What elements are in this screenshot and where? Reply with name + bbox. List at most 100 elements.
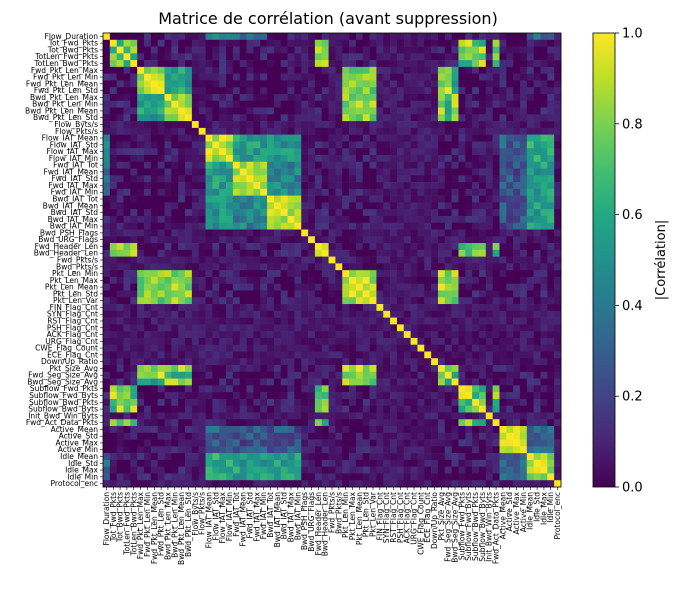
heatmap-cell <box>335 80 343 88</box>
heatmap-cell <box>328 304 336 312</box>
heatmap-cell <box>123 114 131 122</box>
heatmap-cell <box>301 276 309 285</box>
heatmap-cell <box>301 371 309 379</box>
heatmap-cell <box>540 398 548 406</box>
heatmap-cell <box>335 365 343 373</box>
heatmap-cell <box>239 473 247 481</box>
heatmap-cell <box>383 304 391 312</box>
heatmap-cell <box>294 53 302 61</box>
heatmap-cell <box>185 175 193 183</box>
heatmap-cell <box>376 405 384 413</box>
heatmap-cell <box>458 324 466 332</box>
heatmap-cell <box>533 93 541 102</box>
heatmap-cell <box>130 243 138 251</box>
heatmap-cell <box>349 209 357 217</box>
heatmap-cell <box>246 317 254 325</box>
heatmap-cell <box>451 80 459 88</box>
heatmap-cell <box>239 182 247 190</box>
heatmap-cell <box>314 80 323 88</box>
heatmap-cell <box>519 310 528 318</box>
heatmap-cell <box>294 331 302 339</box>
heatmap-cell <box>547 39 555 47</box>
heatmap-cell <box>444 229 452 237</box>
heatmap-cell <box>424 432 432 440</box>
heatmap-cell <box>150 195 158 203</box>
heatmap-cell <box>349 134 357 142</box>
heatmap-cell <box>253 53 261 61</box>
heatmap-cell <box>342 480 350 488</box>
heatmap-cell <box>273 209 282 217</box>
heatmap-cell <box>212 459 220 467</box>
heatmap-cell <box>246 188 254 196</box>
heatmap-cell <box>212 222 220 230</box>
heatmap-cell <box>150 412 158 420</box>
heatmap-cell <box>417 100 425 108</box>
heatmap-cell <box>103 229 111 237</box>
heatmap-cell <box>301 60 309 68</box>
heatmap-cell <box>308 324 316 332</box>
heatmap-cell <box>267 161 275 169</box>
heatmap-cell <box>499 412 507 420</box>
heatmap-cell <box>328 100 336 108</box>
heatmap-cell <box>526 419 534 427</box>
heatmap-cell <box>267 249 275 257</box>
heatmap-cell <box>465 256 473 264</box>
heatmap-cell <box>171 324 179 332</box>
heatmap-cell <box>417 175 425 183</box>
heatmap-cell <box>273 229 282 237</box>
heatmap-cell <box>506 107 514 115</box>
heatmap-cell <box>410 202 418 210</box>
heatmap-cell <box>321 480 329 488</box>
heatmap-cell <box>239 276 247 285</box>
heatmap-cell <box>335 385 343 393</box>
heatmap-cell <box>492 419 500 427</box>
heatmap-cell <box>485 73 493 81</box>
heatmap-cell <box>103 310 111 318</box>
heatmap-cell <box>403 195 411 203</box>
heatmap-cell <box>226 39 234 47</box>
heatmap-cell <box>519 297 528 305</box>
heatmap-cell <box>287 344 295 352</box>
heatmap-cell <box>403 209 411 217</box>
heatmap-cell <box>355 324 364 332</box>
heatmap-cell <box>103 175 111 183</box>
heatmap-cell <box>178 344 186 352</box>
heatmap-cell <box>519 33 528 41</box>
heatmap-cell <box>547 209 555 217</box>
heatmap-cell <box>485 453 493 461</box>
heatmap-cell <box>260 175 268 183</box>
heatmap-cell <box>239 317 247 325</box>
heatmap-cell <box>424 358 432 366</box>
heatmap-cell <box>383 337 391 346</box>
heatmap-cell <box>137 60 145 68</box>
heatmap-cell <box>410 344 418 352</box>
heatmap-cell <box>355 480 364 488</box>
heatmap-cell <box>465 412 473 420</box>
heatmap-cell <box>198 243 206 251</box>
heatmap-cell <box>390 134 398 142</box>
heatmap-cell <box>287 107 295 115</box>
heatmap-cell <box>506 290 514 298</box>
heatmap-cell <box>137 290 145 298</box>
heatmap-cell <box>533 209 541 217</box>
heatmap-cell <box>342 324 350 332</box>
heatmap-cell <box>390 141 398 149</box>
heatmap-cell <box>314 432 323 440</box>
heatmap-cell <box>431 419 439 427</box>
heatmap-cell <box>472 182 480 190</box>
heatmap-cell <box>444 168 452 176</box>
heatmap-cell <box>396 480 405 488</box>
heatmap-cell <box>547 344 555 352</box>
heatmap-cell <box>506 426 514 434</box>
heatmap-cell <box>547 276 555 285</box>
heatmap-cell <box>554 100 562 108</box>
heatmap-cell <box>369 209 377 217</box>
heatmap-cell <box>362 229 370 237</box>
heatmap-cell <box>308 459 316 467</box>
heatmap-cell <box>205 53 213 61</box>
heatmap-cell <box>191 276 200 285</box>
heatmap-cell <box>390 87 398 95</box>
heatmap-cell <box>267 53 275 61</box>
heatmap-cell <box>130 73 138 81</box>
heatmap-cell <box>246 480 254 488</box>
